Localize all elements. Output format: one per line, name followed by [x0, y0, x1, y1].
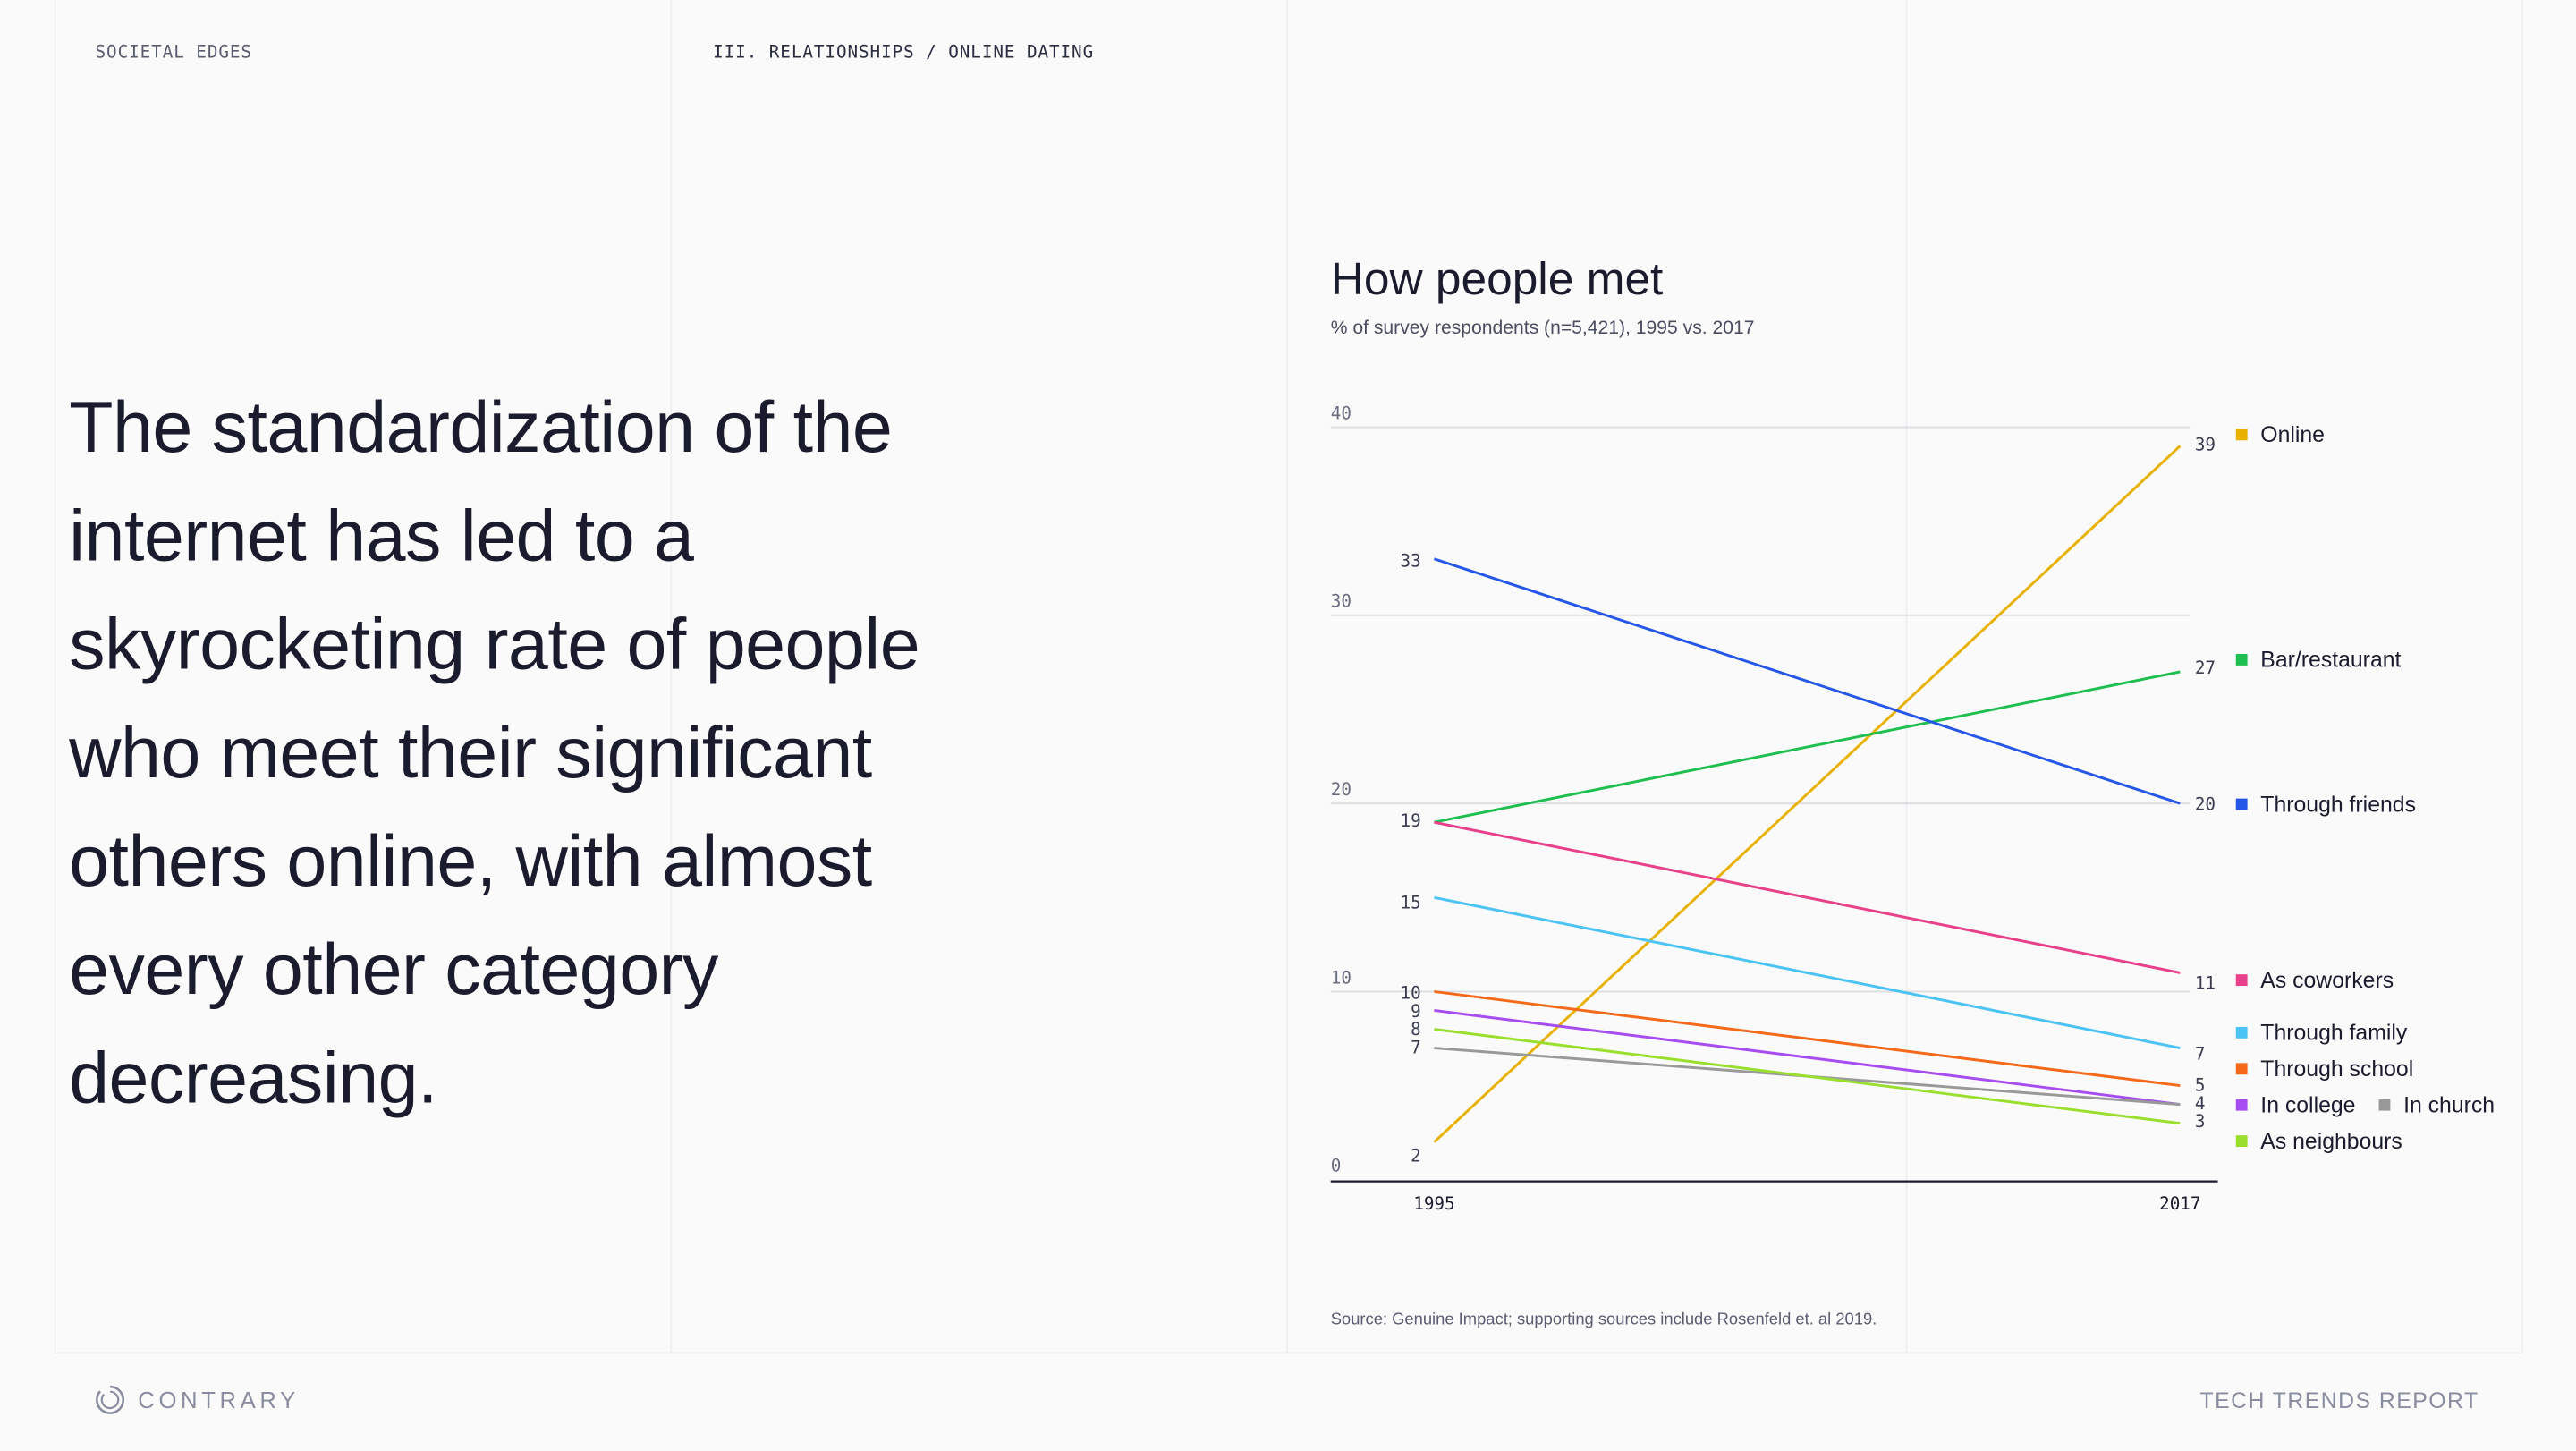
chart-subtitle: % of survey respondents (n=5,421), 1995 … — [1330, 318, 1755, 339]
data-label-2017: 7 — [2195, 1044, 2206, 1065]
column-divider — [1905, 0, 1908, 1353]
data-label-1995: 7 — [1411, 1037, 1421, 1057]
legend-swatch — [2235, 429, 2248, 441]
data-label-1995: 10 — [1401, 983, 1421, 1004]
chart-title: How people met — [1330, 252, 1664, 304]
y-tick-label: 10 — [1331, 967, 1352, 988]
legend-swatch — [2235, 798, 2248, 810]
data-label-1995: 19 — [1401, 810, 1421, 831]
legend-swatch — [2235, 1135, 2248, 1148]
y-tick-label: 20 — [1331, 779, 1352, 800]
footer — [54, 1352, 2522, 1451]
brand-name: CONTRARY — [138, 1387, 300, 1413]
legend-item: Through school — [2235, 1056, 2414, 1082]
data-label-2017: 20 — [2195, 793, 2216, 814]
report-title: TECH TRENDS REPORT — [2199, 1388, 2479, 1413]
brand-logo: CONTRARY — [96, 1385, 300, 1414]
data-label-1995: 15 — [1401, 893, 1421, 913]
legend-item: Bar/restaurant — [2235, 647, 2402, 673]
series-line-through-school — [1434, 989, 2181, 1088]
legend-label: Online — [2260, 422, 2325, 447]
legend-label: As neighbours — [2260, 1128, 2402, 1154]
legend-swatch — [2235, 1026, 2248, 1039]
y-tick-label: 30 — [1331, 591, 1352, 612]
x-tick-label: 2017 — [2159, 1193, 2200, 1214]
legend-item: In college — [2235, 1092, 2356, 1117]
legend-label: Through friends — [2260, 792, 2416, 817]
data-label-2017: 27 — [2195, 658, 2216, 678]
series-line-through-family — [1434, 895, 2181, 1049]
legend-item: As neighbours — [2235, 1128, 2402, 1154]
contrary-logo-icon — [96, 1385, 124, 1414]
legend-label: In church — [2403, 1092, 2496, 1117]
y-tick-label: 0 — [1331, 1156, 1342, 1176]
legend-item: Through friends — [2235, 792, 2416, 817]
headline: The standardization of the internet has … — [69, 387, 920, 1119]
column-divider — [1286, 0, 1288, 1353]
legend-swatch — [2378, 1099, 2391, 1111]
legend-label: In college — [2260, 1092, 2356, 1117]
data-label-2017: 11 — [2195, 973, 2216, 994]
legend-swatch — [2235, 1063, 2248, 1075]
column-divider — [2521, 0, 2524, 1353]
x-tick-label: 1995 — [1413, 1193, 1454, 1214]
data-label-1995: 8 — [1411, 1019, 1421, 1039]
legend-swatch — [2235, 974, 2248, 987]
legend-item: Through family — [2235, 1020, 2408, 1046]
legend-swatch — [2235, 654, 2248, 666]
column-divider — [670, 0, 673, 1353]
breadcrumb: III. RELATIONSHIPS / ONLINE DATING — [713, 42, 1095, 63]
y-tick-label: 40 — [1331, 403, 1352, 423]
legend-label: As coworkers — [2260, 967, 2394, 993]
series-line-bar-restaurant — [1434, 670, 2181, 824]
data-label-1995: 9 — [1411, 1001, 1421, 1022]
legend-item: As coworkers — [2235, 967, 2394, 993]
data-label-2017: 39 — [2195, 434, 2216, 454]
section-label: SOCIETAL EDGES — [95, 42, 252, 63]
data-label-2017: 4 — [2195, 1093, 2206, 1114]
legend-swatch — [2235, 1099, 2248, 1111]
legend-label: Bar/restaurant — [2260, 647, 2402, 673]
legend-label: Through school — [2260, 1056, 2414, 1082]
series-line-through-friends — [1433, 557, 2181, 805]
data-label-1995: 2 — [1411, 1146, 1421, 1167]
series-line-as-coworkers — [1434, 820, 2181, 974]
chart-source: Source: Genuine Impact; supporting sourc… — [1330, 1311, 1877, 1329]
column-divider — [54, 0, 56, 1353]
data-label-2017: 3 — [2195, 1111, 2206, 1132]
legend-item: Online — [2235, 422, 2325, 447]
series-line-in-college — [1434, 1009, 2181, 1107]
legend-item: In church — [2378, 1092, 2496, 1117]
data-label-2017: 5 — [2195, 1075, 2206, 1096]
legend-label: Through family — [2260, 1020, 2408, 1046]
data-label-1995: 33 — [1401, 551, 1421, 572]
series-line-as-neighbours — [1434, 1028, 2181, 1125]
